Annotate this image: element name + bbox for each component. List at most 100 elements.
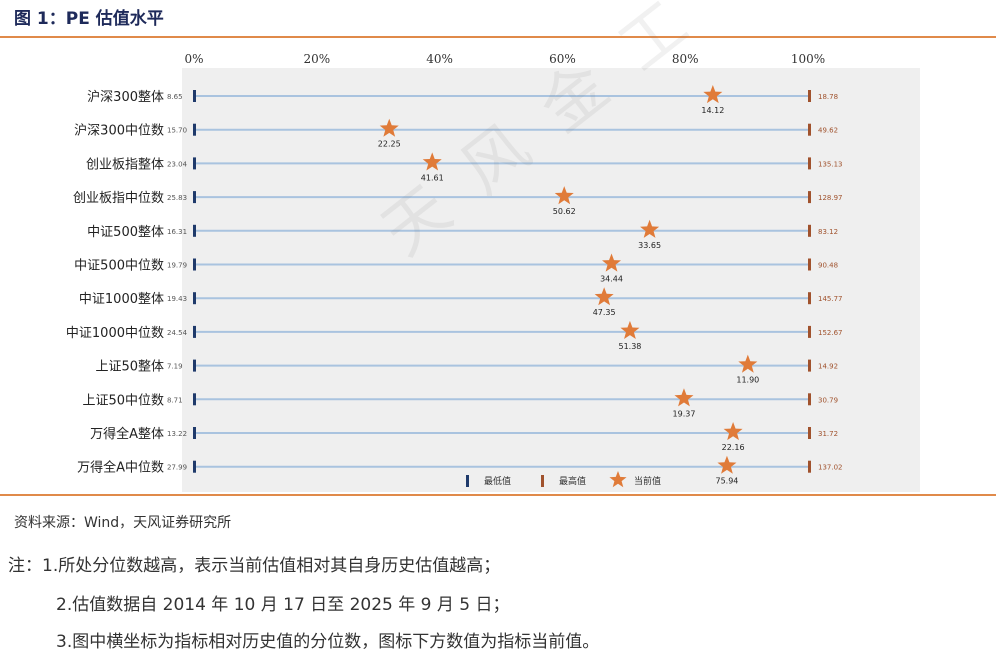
min-marker [193,90,196,102]
row-label: 中证1000中位数 [66,326,164,341]
row-label: 中证500中位数 [74,259,164,274]
x-tick-label: 100% [791,52,825,66]
min-value: 13.22 [167,430,187,438]
max-value: 14.92 [818,363,838,371]
current-star [640,219,660,238]
row-label: 上证50整体 [95,360,164,375]
figure-title: 图 1：PE 估值水平 [14,9,164,29]
row-label: 上证50中位数 [82,393,164,408]
min-value: 15.70 [167,127,187,135]
max-value: 145.77 [818,295,843,303]
current-star [602,253,622,272]
min-value: 16.31 [167,228,187,236]
note-2: 2.估值数据自 2014 年 10 月 17 日至 2025 年 9 月 5 日… [56,595,510,615]
max-marker [808,292,811,305]
current-star [723,422,743,441]
min-marker [193,359,196,372]
max-value: 90.48 [818,262,838,270]
top-divider [0,36,996,38]
min-marker [193,325,196,338]
max-value: 49.62 [818,127,838,135]
current-value: 14.12 [701,106,724,115]
row-label: 沪深300中位数 [74,123,164,139]
row-label: 沪深300整体 [87,89,164,105]
min-marker [193,393,196,406]
legend-current-label: 当前值 [634,475,661,487]
max-marker [808,325,811,338]
current-star [379,118,399,137]
max-marker [808,427,811,439]
current-value: 22.25 [378,140,401,149]
current-star [717,455,737,474]
current-star [703,85,723,104]
min-marker [193,427,196,439]
min-value: 25.83 [167,194,187,202]
min-marker [193,224,196,237]
min-marker [193,292,196,305]
current-star [422,152,442,171]
min-marker [193,460,196,473]
max-marker [808,157,811,170]
max-value: 30.79 [818,396,838,404]
current-value: 33.65 [638,241,661,250]
current-value: 47.35 [593,308,616,317]
legend-max-label: 最高值 [559,475,586,487]
max-value: 128.97 [818,194,843,202]
min-value: 19.43 [167,295,187,303]
min-value: 8.71 [167,396,183,404]
legend-min-label: 最低值 [484,475,511,487]
min-marker [193,191,196,204]
row-label: 创业板指中位数 [73,191,164,206]
current-value: 75.94 [715,477,738,486]
pe-valuation-chart: 0% 20% 40% 60% 80% 100% 沪深300整体 8.65 18.78 14.12 沪… [66,52,920,492]
current-value: 41.61 [421,173,444,182]
min-value: 8.65 [167,93,183,101]
current-value: 11.90 [736,376,759,385]
current-value: 50.62 [553,207,576,216]
note-1: 注：1.所处分位数越高，表示当前估值相对其自身历史估值越高； [8,556,501,576]
max-marker [808,224,811,237]
bottom-divider [0,494,996,496]
current-value: 51.38 [618,342,641,351]
max-value: 18.78 [818,93,838,101]
min-marker [193,123,196,136]
max-marker [808,393,811,406]
x-tick-label: 80% [672,52,699,66]
plot-background [182,68,920,492]
current-value: 34.44 [600,275,623,284]
source-note: 资料来源：Wind，天风证券研究所 [14,515,232,531]
x-tick-label: 60% [549,52,576,66]
max-value: 83.12 [818,228,838,236]
row-label: 中证500整体 [87,225,164,240]
current-value: 19.37 [673,409,696,418]
legend-current-star [609,471,627,488]
min-value: 24.54 [167,329,188,337]
legend-min-marker [466,475,469,487]
min-value: 19.79 [167,262,187,270]
max-marker [808,258,811,271]
max-value: 152.67 [818,329,843,337]
max-marker [808,191,811,204]
min-value: 7.19 [167,363,183,371]
x-tick-label: 0% [184,52,203,66]
max-value: 135.13 [818,160,843,168]
current-star [554,186,574,205]
current-star [620,320,640,339]
max-marker [808,123,811,136]
row-label: 万得全A中位数 [77,460,164,476]
current-star [674,388,694,407]
max-marker [808,90,811,102]
current-value: 22.16 [722,443,745,452]
note-3: 3.图中横坐标为指标相对历史值的分位数，图标下方数值为指标当前值。 [56,632,600,652]
min-value: 27.99 [167,464,187,472]
min-marker [193,258,196,271]
max-value: 137.02 [818,464,843,472]
current-star [738,354,758,373]
min-marker [193,157,196,170]
row-label: 万得全A整体 [90,426,164,442]
current-star [594,287,614,306]
row-label: 中证1000整体 [79,292,164,307]
max-marker [808,460,811,473]
min-value: 23.04 [167,160,188,168]
max-value: 31.72 [818,430,838,438]
